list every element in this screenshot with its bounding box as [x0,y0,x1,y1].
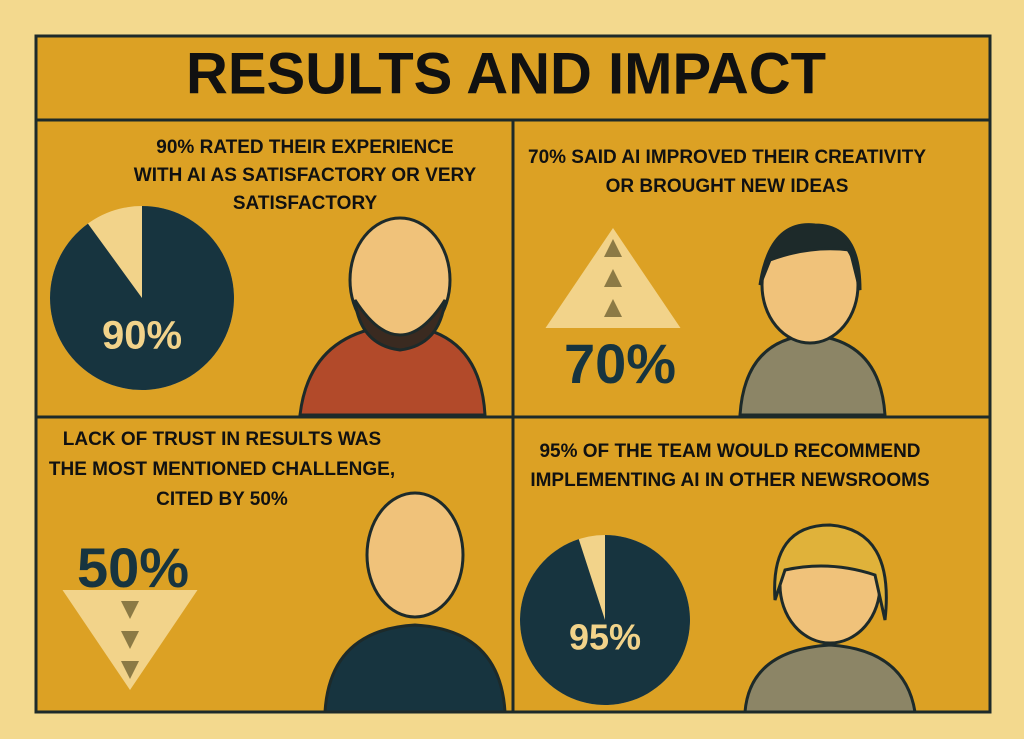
panel-text: SATISFACTORY [233,193,378,214]
pie-slice [520,535,690,706]
arrow-mark [121,661,139,679]
illustration [298,216,917,714]
value-label: 70% [564,332,676,395]
panel-text: WITH AI AS SATISFACTORY OR VERY [134,165,477,186]
panel-text: THE MOST MENTIONED CHALLENGE, [49,459,395,480]
panel-text: OR BROUGHT NEW IDEAS [606,176,849,197]
pie-slice [49,206,235,390]
panel-text: IMPLEMENTING AI IN OTHER NEWSROOMS [530,470,929,491]
arrow-mark [604,239,622,257]
panel-text: 70% SAID AI IMPROVED THEIR CREATIVITY [528,147,926,168]
panel-text: 90% RATED THEIR EXPERIENCE [156,137,453,158]
panel-text: LACK OF TRUST IN RESULTS WAS [63,429,381,450]
arrow-mark [604,269,622,287]
panel-text: 95% OF THE TEAM WOULD RECOMMEND [539,441,920,462]
arrow-mark [121,601,139,619]
value-label: 50% [77,536,189,599]
arrow-mark [604,299,622,317]
value-label: 90% [102,314,182,358]
arrow-mark [121,631,139,649]
title: RESULTS AND IMPACT [186,41,826,106]
panel-text: CITED BY 50% [156,489,288,510]
value-label: 95% [569,617,641,658]
